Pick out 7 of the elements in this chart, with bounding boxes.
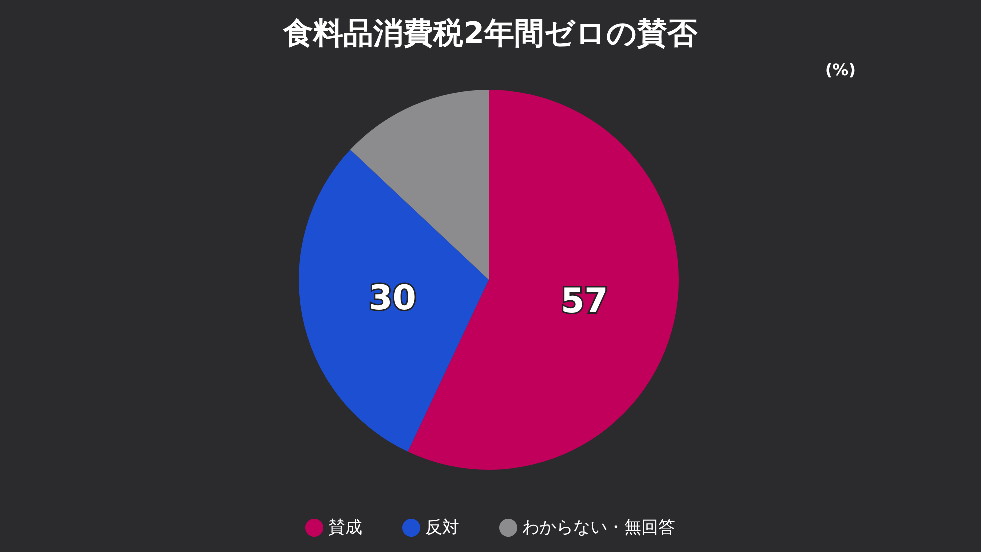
legend-label: 賛成 (328, 518, 362, 538)
chart-title: 食料品消費税2年間ゼロの賛否 (282, 16, 698, 52)
legend-label: 反対 (426, 518, 460, 538)
text: (%) (825, 60, 856, 80)
data-label: 30 (369, 278, 416, 318)
legend-label: わからない・無回答 (522, 518, 676, 538)
data-label: 57 (560, 281, 608, 322)
